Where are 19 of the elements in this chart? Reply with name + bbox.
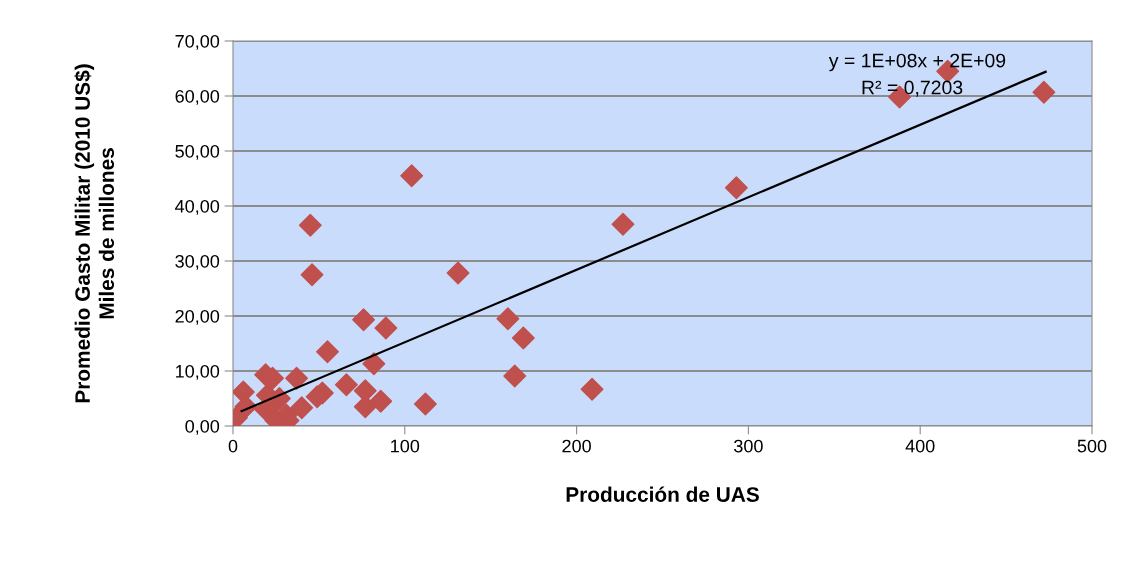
y-tick-label: 70,00 bbox=[175, 34, 220, 50]
x-axis-title: Producción de UAS bbox=[566, 486, 759, 502]
x-tick-label: 400 bbox=[905, 439, 935, 453]
x-tick-label: 300 bbox=[734, 439, 763, 453]
x-tick-label: 0 bbox=[228, 439, 238, 453]
y-tick-label: 30,00 bbox=[175, 254, 220, 270]
y-tick-label: 10,00 bbox=[176, 364, 220, 380]
annotation: y = 1E+08x + 2E+09 bbox=[828, 53, 1006, 72]
x-tick-label: 100 bbox=[391, 439, 420, 453]
y-tick-label: 20,00 bbox=[175, 309, 220, 325]
annotation: R² = 0,7203 bbox=[862, 80, 963, 97]
text: Miles de millones bbox=[98, 148, 115, 319]
y-axis-title: Promedio Gasto Militar (2010 US$) bbox=[74, 64, 95, 403]
x-tick-label: 500 bbox=[1077, 439, 1107, 453]
y-tick-label: 60,00 bbox=[175, 89, 220, 105]
y-tick-label: 50,00 bbox=[175, 144, 220, 160]
x-tick-label: 200 bbox=[562, 439, 591, 453]
y-tick-label: 0,00 bbox=[185, 419, 220, 435]
y-tick-label: 40,00 bbox=[175, 199, 220, 215]
